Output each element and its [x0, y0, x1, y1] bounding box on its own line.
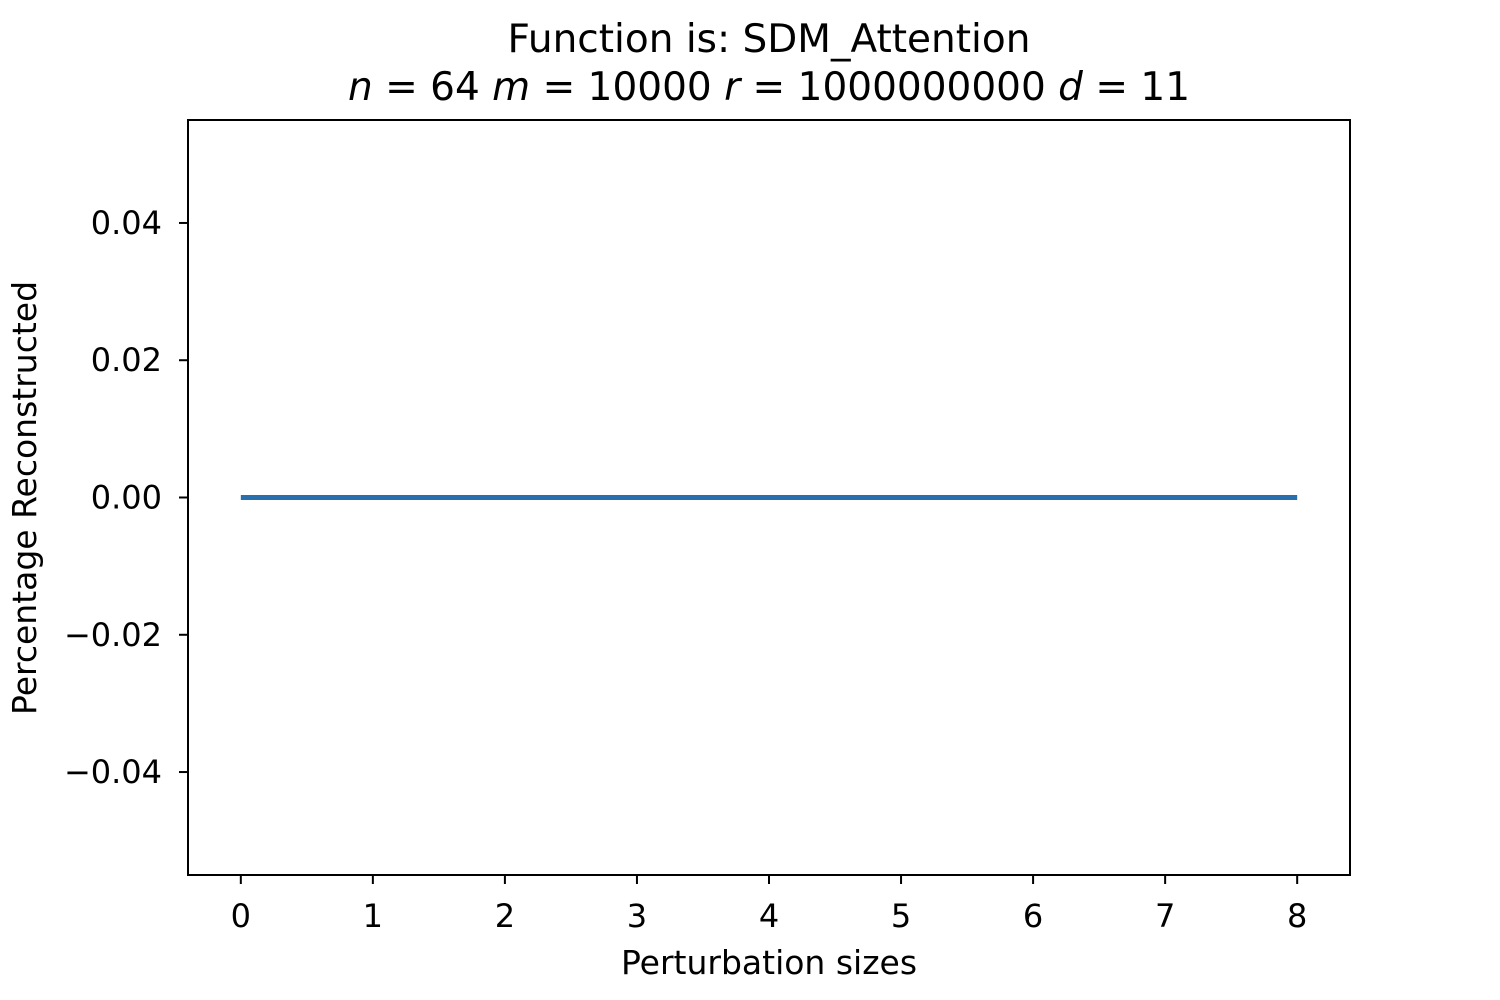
x-tick-label: 0 — [231, 897, 251, 935]
y-tick-label: 0.00 — [91, 479, 162, 517]
x-axis: 0 1 2 3 4 5 6 7 8 — [231, 875, 1307, 935]
subtitle-part: r — [724, 65, 743, 110]
x-tick-label: 4 — [759, 897, 779, 935]
y-axis: 0.04 0.02 0.00 −0.02 −0.04 — [64, 204, 188, 791]
subtitle-part: = 1000000000 — [740, 65, 1058, 110]
x-tick-label: 3 — [627, 897, 647, 935]
x-tick-label: 5 — [891, 897, 911, 935]
x-tick-label: 7 — [1155, 897, 1175, 935]
subtitle-part: = 11 — [1083, 65, 1190, 110]
chart-subtitle: n = 64 m = 10000 r = 1000000000 d = 11 — [348, 65, 1190, 110]
chart-title: Function is: SDM_Attention — [508, 17, 1031, 62]
x-tick-label: 6 — [1023, 897, 1043, 935]
y-tick-label: −0.02 — [64, 616, 162, 654]
subtitle-part: d — [1058, 65, 1083, 110]
x-tick-label: 2 — [495, 897, 515, 935]
subtitle-part: m — [492, 65, 530, 110]
subtitle-part: = 64 — [373, 65, 493, 110]
x-axis-label: Perturbation sizes — [621, 943, 917, 982]
y-tick-label: −0.04 — [64, 753, 162, 791]
y-tick-label: 0.02 — [91, 341, 162, 379]
subtitle-part: = 10000 — [530, 65, 724, 110]
y-axis-label: Percentage Reconstructed — [5, 281, 44, 715]
y-tick-label: 0.04 — [91, 204, 162, 242]
subtitle-part: n — [348, 65, 373, 110]
x-tick-label: 1 — [363, 897, 383, 935]
x-tick-label: 8 — [1287, 897, 1307, 935]
